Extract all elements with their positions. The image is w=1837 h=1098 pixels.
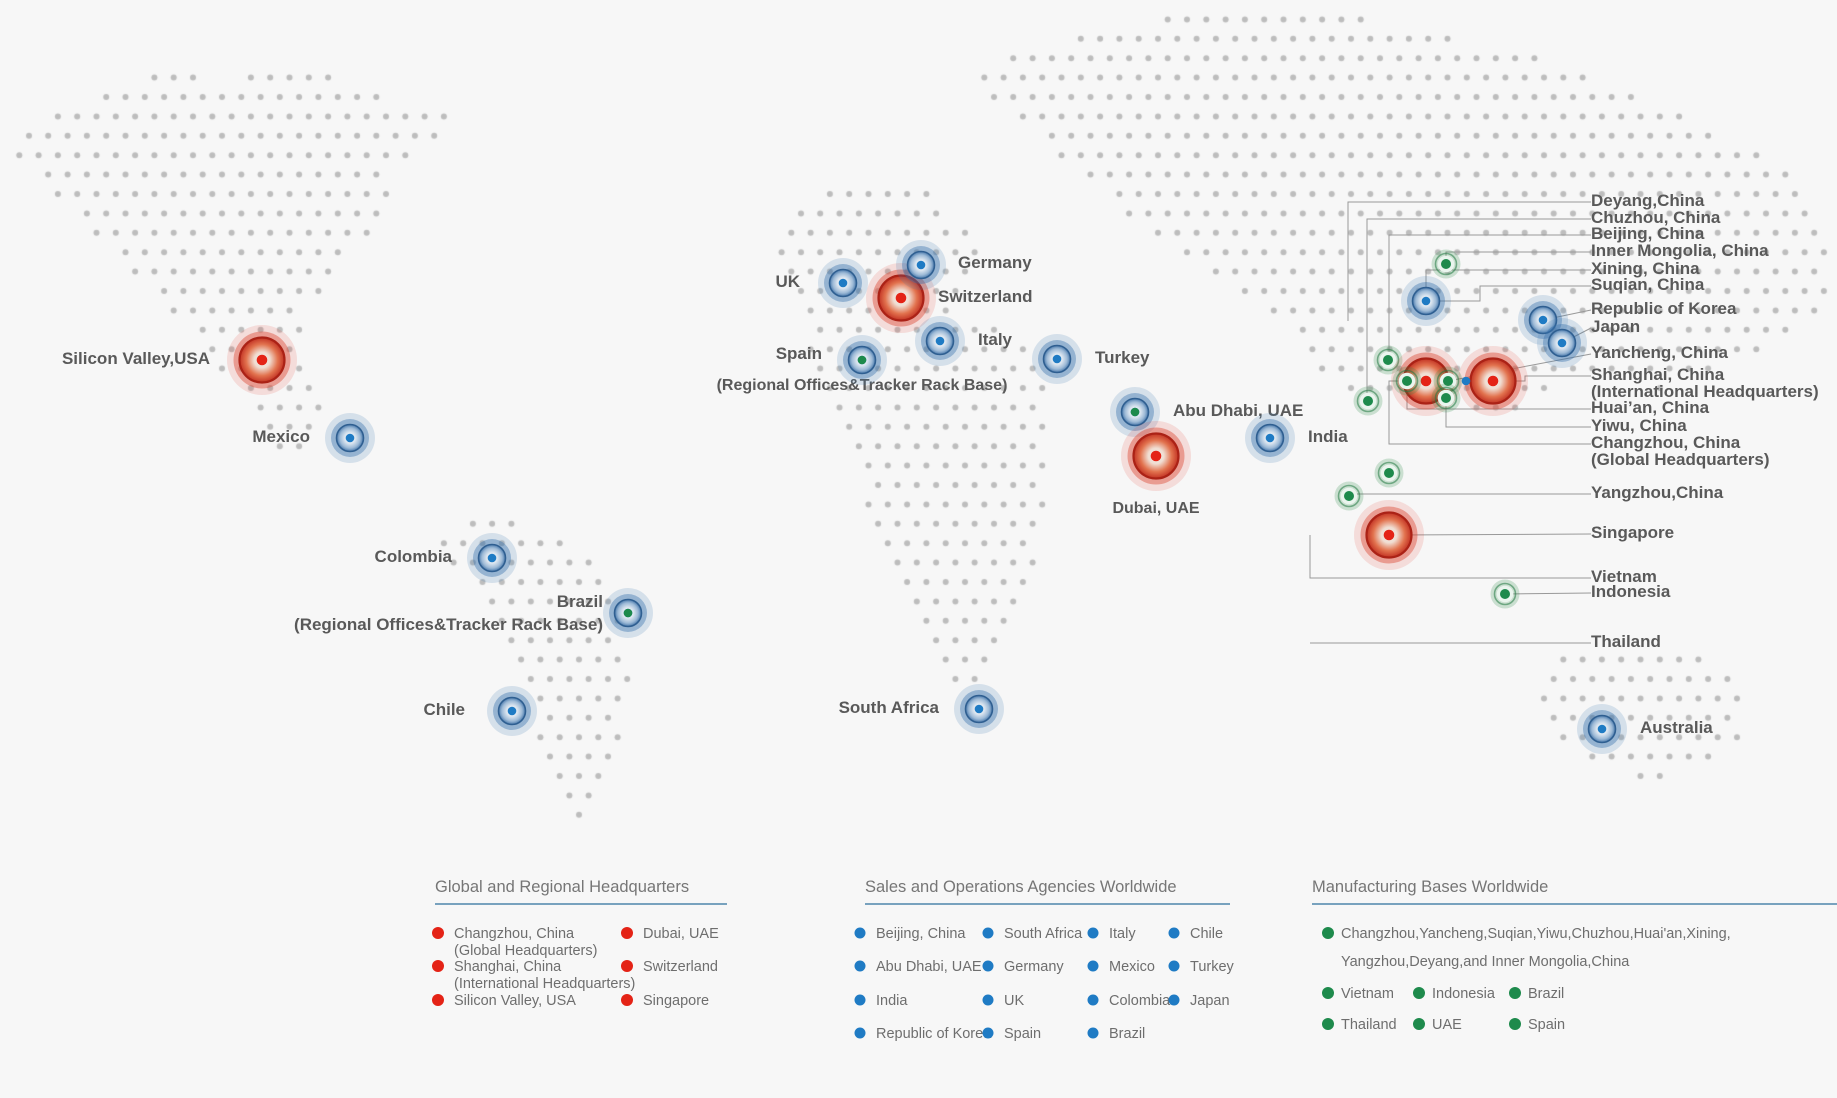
svg-text:Germany: Germany	[1004, 959, 1064, 975]
svg-text:Turkey: Turkey	[1190, 959, 1235, 975]
svg-text:Mexico: Mexico	[1109, 959, 1155, 975]
svg-text:Abu Dhabi, UAE: Abu Dhabi, UAE	[876, 959, 982, 975]
svg-text:Singapore: Singapore	[643, 993, 709, 1009]
svg-text:Indonesia: Indonesia	[1432, 986, 1496, 1002]
svg-text:Colombia: Colombia	[1109, 993, 1171, 1009]
svg-text:Shanghai, China: Shanghai, China	[454, 959, 562, 975]
svg-text:India: India	[876, 993, 908, 1009]
svg-text:(International Headquarters): (International Headquarters)	[454, 976, 635, 992]
svg-text:Brazil: Brazil	[1109, 1026, 1145, 1042]
svg-text:Chile: Chile	[1190, 926, 1223, 942]
svg-text:Silicon Valley, USA: Silicon Valley, USA	[454, 993, 576, 1009]
svg-text:Manufacturing Bases Worldwide: Manufacturing Bases Worldwide	[1312, 878, 1548, 896]
svg-text:Switzerland: Switzerland	[643, 959, 718, 975]
svg-text:South Africa: South Africa	[1004, 926, 1083, 942]
svg-text:(Global Headquarters): (Global Headquarters)	[454, 943, 597, 959]
svg-text:UK: UK	[1004, 993, 1024, 1009]
svg-text:Republic of Korea: Republic of Korea	[876, 1026, 992, 1042]
svg-text:Japan: Japan	[1190, 993, 1230, 1009]
svg-text:Italy: Italy	[1109, 926, 1136, 942]
svg-text:Beijing, China: Beijing, China	[876, 926, 966, 942]
svg-text:Dubai, UAE: Dubai, UAE	[643, 926, 719, 942]
svg-text:Vietnam: Vietnam	[1341, 986, 1394, 1002]
svg-text:Changzhou, China: Changzhou, China	[454, 926, 575, 942]
svg-text:Spain: Spain	[1528, 1017, 1565, 1033]
svg-text:Yangzhou,Deyang,and Inner Mong: Yangzhou,Deyang,and Inner Mongolia,China	[1341, 954, 1630, 970]
svg-text:Sales and Operations Agencies: Sales and Operations Agencies Worldwide	[865, 878, 1177, 896]
svg-text:Thailand: Thailand	[1341, 1017, 1397, 1033]
svg-text:UAE: UAE	[1432, 1017, 1462, 1033]
svg-text:Brazil: Brazil	[1528, 986, 1564, 1002]
svg-text:Global and Regional Headquarte: Global and Regional Headquarters	[435, 878, 689, 896]
svg-text:Changzhou,Yancheng,Suqian,Yiwu: Changzhou,Yancheng,Suqian,Yiwu,Chuzhou,H…	[1341, 926, 1731, 942]
svg-text:Spain: Spain	[1004, 1026, 1041, 1042]
